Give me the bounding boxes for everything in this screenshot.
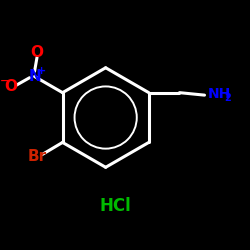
Text: N: N (28, 69, 41, 84)
Text: +: + (37, 66, 46, 76)
Text: O: O (4, 79, 18, 94)
Text: 2: 2 (224, 92, 231, 102)
Text: Br: Br (28, 150, 47, 164)
Text: HCl: HCl (100, 197, 132, 215)
Text: −: − (0, 76, 10, 86)
Text: NH: NH (208, 87, 232, 101)
Text: O: O (30, 45, 44, 60)
